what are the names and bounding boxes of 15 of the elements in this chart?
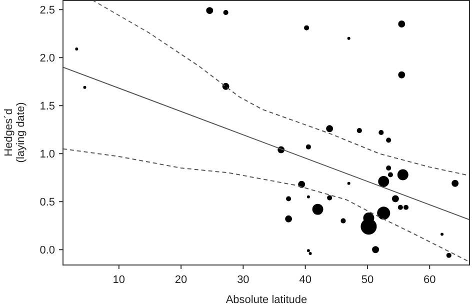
y-axis-title: Hedges´d (laying date) <box>3 102 27 163</box>
line-series <box>63 148 470 263</box>
y-tick-label: 2.0 <box>40 52 55 65</box>
x-tick-label: 30 <box>237 274 250 286</box>
x-tick-label: 40 <box>299 274 312 286</box>
y-tick-label: 0.5 <box>40 196 55 209</box>
y-tick-label: 2.5 <box>40 4 55 17</box>
y-tick-label: 1.5 <box>40 100 55 113</box>
x-tick-label: 60 <box>423 274 436 286</box>
x-axis-title: Absolute latitude <box>226 294 308 306</box>
y-tick-label: 0.0 <box>40 244 55 257</box>
x-tick-label: 20 <box>174 274 188 286</box>
x-tick-label: 50 <box>361 274 374 286</box>
x-tick-label: 10 <box>112 274 126 286</box>
y-tick-label: 1.0 <box>40 148 55 161</box>
